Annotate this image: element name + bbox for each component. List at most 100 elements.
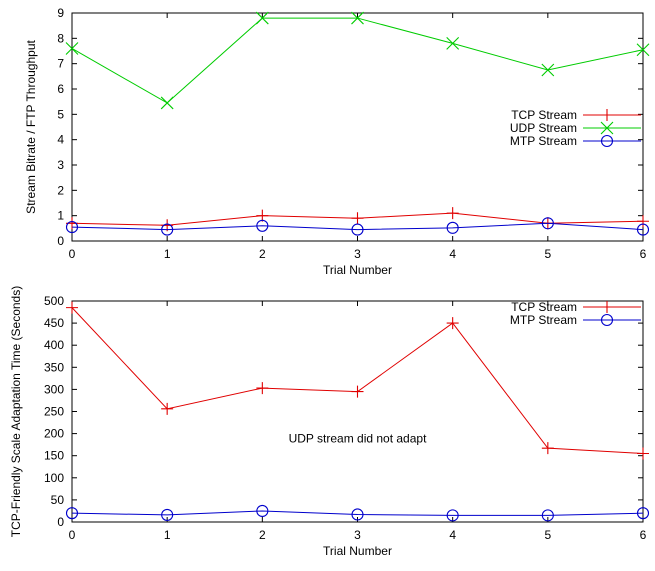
y-axis: 0 50 100 150 200 250 300 350 400 450 500 [44,294,643,529]
plot-frame [71,300,644,523]
x-tick-label: 0 [69,247,76,261]
data-point [351,223,364,236]
data-point [161,508,174,521]
x-tick-label: 1 [164,528,171,542]
data-point [541,442,554,455]
data-point [351,385,364,398]
data-point [446,221,459,234]
x-axis-label: Trial Number [323,263,392,277]
x-tick-label: 5 [544,528,551,542]
data-point [351,11,364,25]
y-tick-label: 200 [44,427,64,441]
series-line [71,17,644,104]
data-point [66,301,78,314]
data-point [636,223,650,236]
series-tcp-stream [66,207,649,232]
legend-label: MTP Stream [510,134,577,148]
y-axis-label: TCP-Friendly Scale Adaptation Time (Seco… [9,286,23,537]
data-point [636,507,650,520]
x-tick-label: 0 [69,528,76,542]
y-tick-label: 400 [44,338,64,352]
data-point [161,402,174,415]
x-tick-label: 1 [164,247,171,261]
x-tick-label: 3 [354,247,361,261]
y-tick-label: 350 [44,360,64,374]
legend-label: TCP Stream [511,300,577,314]
legend-marker [601,301,613,313]
data-point [637,447,649,460]
y-tick-label: 0 [57,234,64,248]
data-point [446,317,459,330]
y-tick-label: 8 [57,31,64,45]
legend-entry: TCP Stream [511,300,641,314]
data-point [160,96,174,110]
data-point [65,507,79,520]
x-axis-label: Trial Number [323,544,392,558]
series-line [71,510,644,516]
series-mtp-stream [65,217,650,236]
y-tick-label: 5 [57,107,64,121]
y-tick-label: 500 [44,294,64,308]
legend-marker [600,134,614,148]
y-tick-label: 100 [44,471,64,485]
data-point [541,509,554,522]
data-point [636,43,650,57]
y-tick-label: 250 [44,405,64,419]
legend-entry: MTP Stream [510,134,641,148]
x-axis: 0 1 2 3 4 5 6 [69,301,647,542]
chart-panel-2: 0 50 100 150 200 250 300 350 400 450 500 0 1 2 3 4 5 6 Tri… [9,286,650,558]
data-point [351,508,364,521]
x-tick-label: 3 [354,528,361,542]
y-tick-label: 150 [44,449,64,463]
legend-label: MTP Stream [510,313,577,327]
legend-marker [601,109,613,121]
series-line [71,222,644,231]
x-tick-label: 6 [640,528,647,542]
x-tick-label: 4 [449,247,456,261]
y-axis-label: Stream Bitrate / FTP Throughput [24,40,38,214]
data-point [351,212,364,225]
data-point [637,215,649,228]
data-point [256,382,269,395]
legend-label: UDP Stream [510,121,577,135]
data-point [256,209,269,222]
y-tick-label: 450 [44,316,64,330]
data-point [256,504,269,518]
y-tick-label: 6 [57,82,64,96]
data-point [446,509,459,522]
y-tick-label: 9 [57,6,64,20]
y-tick-label: 4 [57,133,64,147]
legend-marker [600,313,614,327]
y-axis: 0 1 2 3 4 5 6 7 8 9 [57,6,643,248]
x-tick-label: 5 [544,247,551,261]
x-tick-label: 2 [259,528,266,542]
annotation-text: UDP stream did not adapt [289,431,428,445]
y-tick-label: 1 [57,209,64,223]
x-axis: 0 1 2 3 4 5 6 [69,13,647,261]
legend-marker [600,121,614,135]
y-tick-label: 50 [51,493,65,507]
data-point [446,37,460,50]
x-tick-label: 4 [449,528,456,542]
series-tcp-stream [66,301,649,460]
legend-entry: MTP Stream [510,313,641,327]
data-point [256,219,269,232]
legend-entry: TCP Stream [511,108,641,122]
legend-entry: UDP Stream [510,121,641,135]
y-tick-label: 300 [44,382,64,396]
data-point [65,221,79,234]
data-point [541,217,554,230]
series-udp-stream [65,11,650,110]
x-tick-label: 6 [640,247,647,261]
y-tick-label: 3 [57,158,64,172]
chart-panel-1: 0 1 2 3 4 5 6 7 8 9 0 1 2 3 4 5 6 Trial Number Stream Bitr… [24,6,650,277]
y-tick-label: 2 [57,183,64,197]
y-tick-label: 0 [57,515,64,529]
data-point [161,223,174,236]
series-mtp-stream [65,504,650,522]
data-point [255,11,269,25]
data-point [446,207,459,220]
data-point [541,63,555,77]
y-tick-label: 7 [57,57,64,71]
